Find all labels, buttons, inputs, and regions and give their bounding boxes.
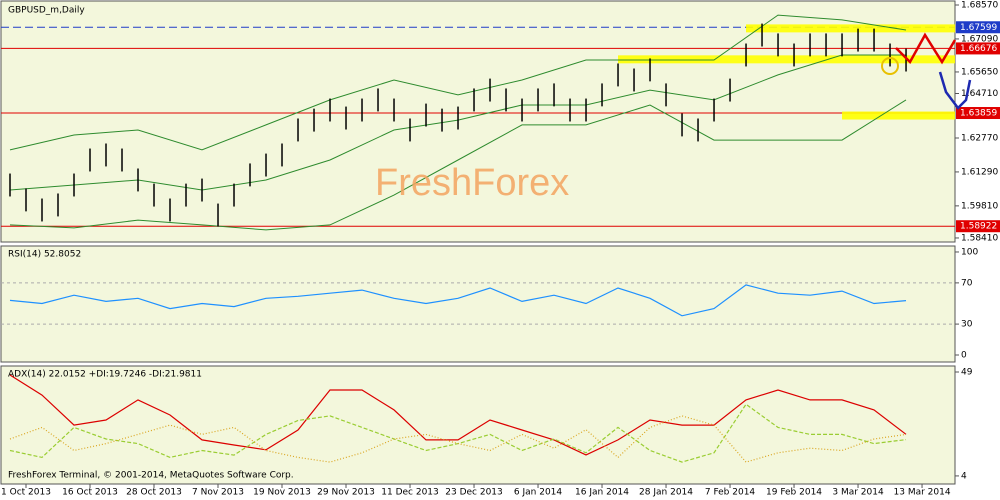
level-badge	[956, 21, 1000, 34]
x-tick-label: 1 Oct 2013	[1, 488, 51, 498]
adx-panel	[0, 365, 956, 485]
level-label: 1.66676	[960, 44, 997, 54]
x-tick-label: 3 Mar 2014	[832, 488, 884, 498]
x-tick-label: 19 Feb 2014	[766, 488, 822, 498]
indicator-line	[9, 415, 907, 463]
y-tick-label: 1.64710	[961, 89, 998, 99]
level-label: 1.58922	[960, 222, 997, 232]
x-tick-label: 28 Oct 2013	[126, 488, 182, 498]
rsi-panel	[0, 245, 956, 363]
watermark: FreshForex	[375, 162, 569, 204]
indicator-line	[9, 284, 907, 317]
price-panel	[0, 0, 956, 243]
y-tick-label: 1.61290	[961, 167, 998, 177]
y-tick-label: 1.58410	[961, 233, 998, 243]
forecast-arrow-red	[895, 32, 957, 65]
x-tick-label: 7 Nov 2013	[192, 488, 244, 498]
y-tick-label: 4	[961, 471, 967, 481]
y-tick-label: 0	[961, 350, 967, 360]
y-tick-label: 30	[961, 320, 973, 330]
level-label: 1.67599	[960, 23, 997, 33]
x-tick-label: 29 Nov 2013	[317, 488, 375, 498]
x-tick-label: 13 Mar 2014	[894, 488, 951, 498]
zone	[842, 111, 955, 120]
y-tick-label: 100	[961, 247, 978, 257]
x-tick-label: 19 Nov 2013	[253, 488, 311, 498]
x-tick-label: 11 Dec 2013	[381, 488, 439, 498]
zone	[618, 55, 955, 64]
x-tick-label: 6 Jan 2014	[514, 488, 562, 498]
x-tick-label: 23 Dec 2013	[445, 488, 503, 498]
adx-title: ADX(14) 22.0152 +DI:19.7246 -DI:21.9811	[8, 370, 202, 380]
indicator-line	[9, 374, 907, 456]
y-tick-label: 49	[961, 368, 973, 378]
highlight-circle	[881, 57, 899, 75]
band-lower	[9, 99, 907, 231]
rsi-title: RSI(14) 52.8052	[8, 250, 81, 260]
level-badge	[956, 42, 1000, 55]
level-label: 1.63859	[960, 109, 997, 119]
x-tick-label: 16 Oct 2013	[62, 488, 118, 498]
copyright: FreshForex Terminal, © 2001-2014, MetaQu…	[8, 471, 294, 481]
forecast-arrow-blue	[938, 71, 972, 110]
x-tick-label: 16 Jan 2014	[575, 488, 629, 498]
band-upper	[9, 14, 907, 151]
y-tick-label: 1.68570	[961, 0, 998, 10]
y-tick-label: 1.65650	[961, 67, 998, 77]
y-tick-label: 1.67090	[961, 34, 998, 44]
y-tick-label: 70	[961, 278, 973, 288]
y-tick-label: 1.62770	[961, 133, 998, 143]
level-badge	[956, 220, 1000, 233]
level-badge	[956, 107, 1000, 120]
zone	[746, 24, 955, 33]
x-tick-label: 28 Jan 2014	[639, 488, 693, 498]
x-tick-label: 7 Feb 2014	[705, 488, 756, 498]
chart-title: GBPUSD_m,Daily	[8, 6, 85, 16]
y-tick-label: 1.59810	[961, 201, 998, 211]
